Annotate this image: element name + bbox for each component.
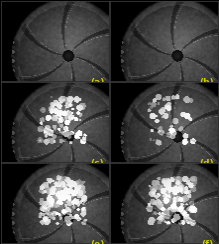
Text: (d): (d) xyxy=(199,159,214,168)
Text: (a): (a) xyxy=(90,78,104,87)
Text: (c): (c) xyxy=(91,159,104,168)
Text: (e): (e) xyxy=(90,240,104,244)
Text: (b): (b) xyxy=(199,78,214,87)
Text: (f): (f) xyxy=(201,240,214,244)
